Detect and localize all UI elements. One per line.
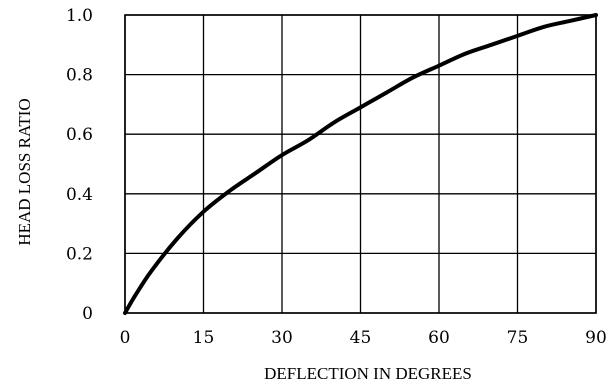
series-line-0 (123, 13, 598, 315)
y-tick-label-2: 0.4 (66, 185, 93, 205)
curve-layer (123, 13, 598, 315)
x-axis-title: DEFLECTION IN DEGREES (264, 364, 472, 383)
y-tick-label-0: 0 (82, 304, 93, 324)
plot-frame (124, 14, 597, 314)
grid (124, 14, 597, 314)
x-tick-label-5: 75 (507, 328, 529, 348)
x-tick-label-4: 60 (428, 328, 450, 348)
y-tick-label-4: 0.8 (66, 66, 93, 86)
y-tick-label-5: 1.0 (66, 6, 93, 26)
y-tick-label-1: 0.2 (66, 244, 93, 264)
y-tick-label-3: 0.6 (66, 125, 93, 145)
y-axis-title: HEAD LOSS RATIO (15, 98, 34, 245)
x-tick-label-1: 15 (193, 328, 215, 348)
y-tick-labels: 0 0.2 0.4 0.6 0.8 1.0 (66, 6, 93, 324)
x-tick-labels: 0 15 30 45 60 75 90 (120, 328, 607, 348)
x-tick-label-3: 45 (350, 328, 372, 348)
x-tick-label-0: 0 (120, 328, 131, 348)
x-tick-label-6: 90 (585, 328, 607, 348)
x-tick-label-2: 30 (271, 328, 293, 348)
